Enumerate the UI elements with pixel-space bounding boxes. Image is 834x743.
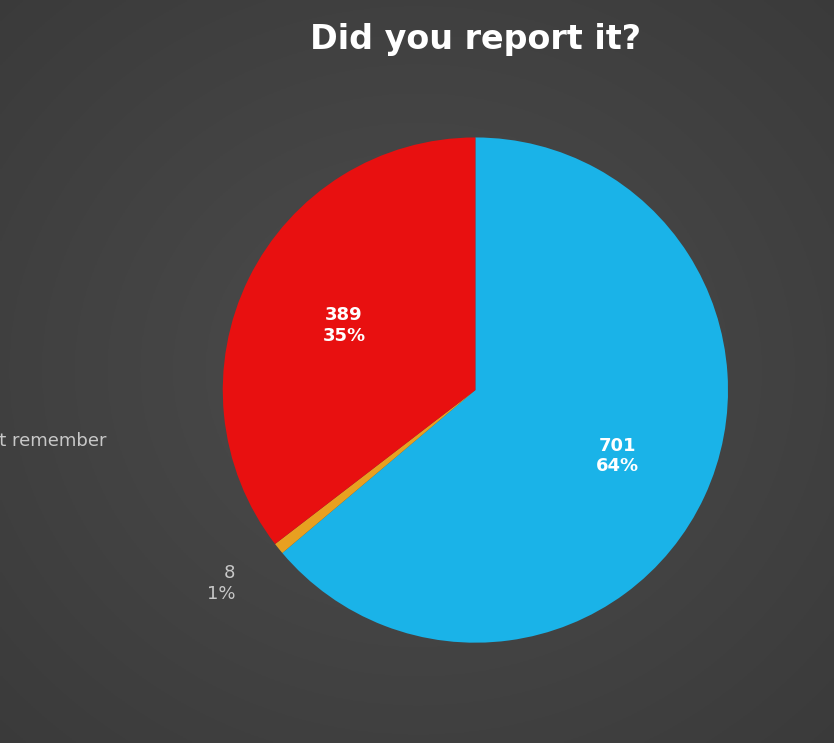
Text: 389
35%: 389 35%	[323, 306, 365, 345]
Text: 8
1%: 8 1%	[207, 564, 235, 603]
Wedge shape	[283, 137, 728, 643]
Wedge shape	[223, 137, 475, 544]
Wedge shape	[275, 390, 475, 553]
Title: Did you report it?: Did you report it?	[310, 23, 641, 56]
Legend: Yes, Don't remember, No: Yes, Don't remember, No	[0, 392, 112, 490]
Text: 701
64%: 701 64%	[595, 437, 639, 476]
